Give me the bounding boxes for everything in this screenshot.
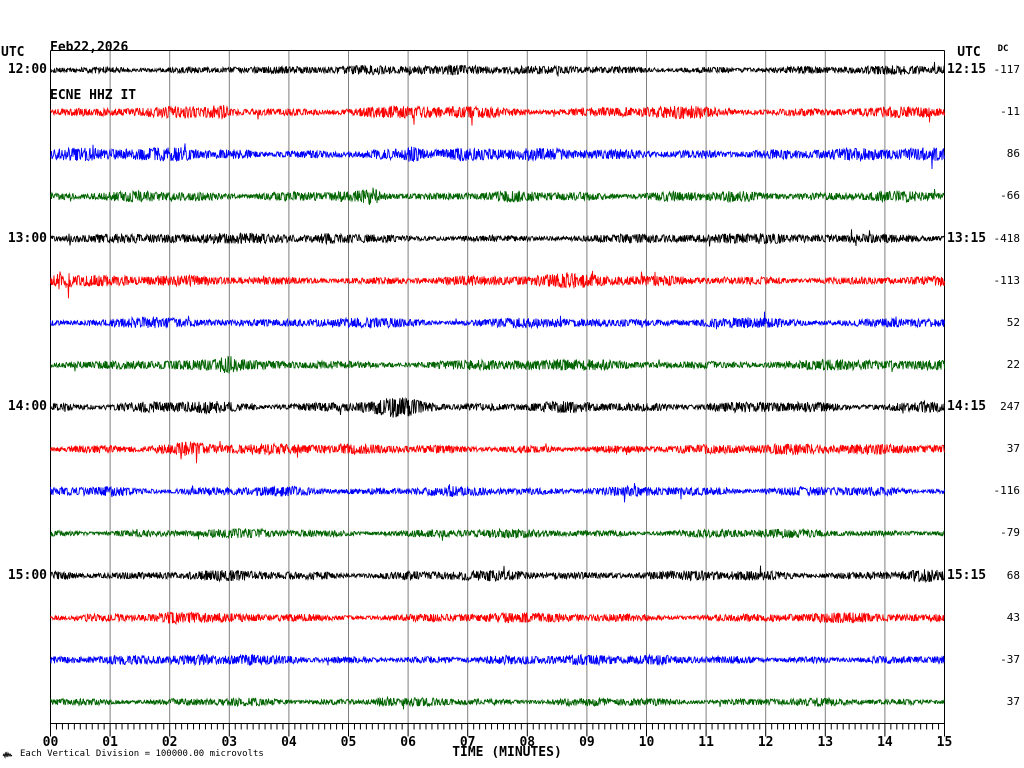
x-tick-label: 00 bbox=[42, 735, 59, 750]
dc-offset-value: -79 bbox=[1000, 526, 1020, 540]
dc-offset-value: 43 bbox=[1006, 610, 1020, 624]
dc-offset-value: -37 bbox=[1000, 652, 1020, 666]
x-tick-label: 12 bbox=[757, 735, 774, 750]
x-axis-title: TIME (MINUTES) bbox=[452, 745, 562, 760]
seismogram-trace-row-3 bbox=[50, 187, 945, 205]
seismogram-trace-row-14 bbox=[50, 653, 945, 667]
dc-offset-value: -113 bbox=[993, 273, 1021, 287]
title-date: Feb22,2026 bbox=[50, 40, 129, 55]
seismogram-trace-row-2 bbox=[50, 143, 945, 170]
seismogram-trace-row-7 bbox=[50, 355, 945, 374]
seismogram-trace-row-12 bbox=[50, 565, 945, 584]
corner-trace-mark bbox=[2, 751, 13, 759]
x-tick-label: 09 bbox=[579, 735, 595, 750]
dc-offset-value: -66 bbox=[1000, 189, 1020, 203]
dc-offset-value: -11 bbox=[1000, 105, 1020, 119]
seismogram-trace-row-11 bbox=[50, 527, 945, 541]
seismogram-trace-row-8 bbox=[50, 397, 945, 418]
left-utc-header: UTC bbox=[1, 45, 25, 60]
x-tick-label: 07 bbox=[459, 735, 476, 750]
dc-offset-value: -116 bbox=[993, 484, 1021, 498]
right-utc-header: UTC bbox=[957, 45, 981, 60]
x-tick-label: 15 bbox=[936, 735, 953, 750]
dc-offset-value: 68 bbox=[1006, 568, 1020, 582]
x-tick-label: 02 bbox=[161, 735, 178, 750]
seismogram-trace-row-13 bbox=[50, 611, 945, 626]
left-utc-time-label: 14:00 bbox=[7, 399, 47, 415]
left-utc-time-label: 15:00 bbox=[7, 567, 47, 583]
right-utc-time-label: 15:15 bbox=[947, 567, 987, 583]
seismogram-trace-row-4 bbox=[50, 229, 945, 247]
seismogram-trace-row-9 bbox=[50, 440, 945, 464]
x-tick-label: 03 bbox=[221, 735, 238, 750]
dc-offset-value: 86 bbox=[1006, 147, 1020, 161]
dc-offset-value: -418 bbox=[993, 231, 1021, 245]
x-tick-label: 04 bbox=[281, 735, 297, 750]
right-utc-time-label: 14:15 bbox=[947, 399, 987, 415]
dc-column-header: DC bbox=[997, 44, 1009, 54]
title-station: ECNE HHZ IT bbox=[50, 88, 137, 103]
x-tick-label: 14 bbox=[877, 735, 893, 750]
seismogram-trace-row-6 bbox=[50, 311, 945, 330]
seismogram-trace-row-10 bbox=[50, 483, 945, 503]
seismogram-trace-row-15 bbox=[50, 695, 945, 710]
dc-offset-value: -117 bbox=[993, 63, 1021, 76]
left-utc-time-label: 12:00 bbox=[7, 62, 47, 77]
x-tick-label: 11 bbox=[698, 735, 714, 750]
right-utc-time-label: 12:15 bbox=[947, 62, 987, 77]
title-block: Feb22,2026 ECNE HHZ IT bbox=[50, 8, 136, 136]
x-tick-label: 06 bbox=[400, 735, 416, 750]
seismogram-trace-row-5 bbox=[50, 270, 945, 299]
dc-offset-value: 37 bbox=[1006, 695, 1020, 708]
seismogram-trace-row-0 bbox=[50, 61, 945, 77]
dc-offset-value: 247 bbox=[1000, 400, 1020, 414]
x-tick-label: 05 bbox=[340, 735, 357, 750]
seismogram-trace-row-1 bbox=[50, 105, 945, 126]
left-utc-time-label: 13:00 bbox=[7, 230, 47, 246]
dc-offset-value: 37 bbox=[1006, 442, 1020, 456]
x-tick-label: 08 bbox=[519, 735, 536, 750]
dc-offset-value: 22 bbox=[1006, 357, 1020, 371]
dc-offset-value: 52 bbox=[1006, 315, 1020, 329]
x-tick-label: 13 bbox=[817, 735, 834, 750]
right-utc-time-label: 13:15 bbox=[947, 230, 987, 246]
x-tick-label: 10 bbox=[638, 735, 655, 750]
x-tick-label: 01 bbox=[102, 735, 118, 750]
vertical-scale-note: Each Vertical Division = 100000.00 micro… bbox=[20, 749, 264, 759]
